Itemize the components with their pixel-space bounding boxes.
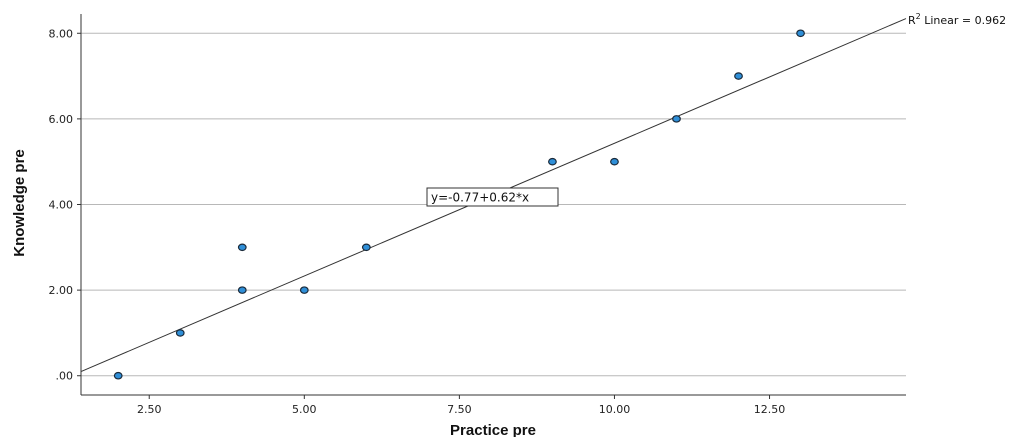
r2-prefix: R bbox=[908, 14, 916, 27]
data-point bbox=[734, 72, 743, 80]
data-point bbox=[237, 243, 247, 252]
x-tick-label: 7.50 bbox=[447, 403, 472, 416]
y-tick-label: 4.00 bbox=[49, 199, 74, 212]
r2-value: Linear = 0.962 bbox=[921, 14, 1006, 27]
equation-box: y=-0.77+0.62*x bbox=[426, 187, 559, 207]
x-tick-label: 5.00 bbox=[292, 403, 317, 416]
data-point bbox=[548, 157, 557, 166]
r2-label: R2 Linear = 0.962 bbox=[908, 12, 1006, 27]
data-point bbox=[361, 243, 371, 252]
data-point bbox=[672, 115, 681, 123]
equation-label: y=-0.77+0.62*x bbox=[431, 191, 529, 205]
r2-superscript: 2 bbox=[916, 12, 921, 21]
data-points bbox=[113, 29, 805, 380]
y-tick-label: 2.00 bbox=[49, 284, 74, 297]
data-point bbox=[237, 286, 247, 294]
x-tick-label: 2.50 bbox=[137, 403, 162, 416]
y-tick-label: 8.00 bbox=[49, 27, 74, 40]
x-axis-title: Practice pre bbox=[450, 422, 536, 437]
data-point bbox=[610, 157, 619, 166]
data-point bbox=[796, 29, 805, 38]
data-point bbox=[113, 371, 123, 380]
x-tick-label: 10.00 bbox=[599, 403, 631, 416]
equation-box-frame bbox=[426, 187, 559, 207]
y-tick-label: 6.00 bbox=[49, 113, 74, 126]
data-point bbox=[299, 286, 309, 294]
x-tick-label: 12.50 bbox=[754, 403, 786, 416]
data-point bbox=[175, 329, 185, 337]
y-tick-label: .00 bbox=[56, 370, 74, 383]
y-axis-title: Knowledge pre bbox=[11, 149, 28, 257]
tick-labels: .00 2.00 4.00 6.00 8.00 2.50 5.00 7.50 10.00 12.5… bbox=[49, 27, 786, 416]
